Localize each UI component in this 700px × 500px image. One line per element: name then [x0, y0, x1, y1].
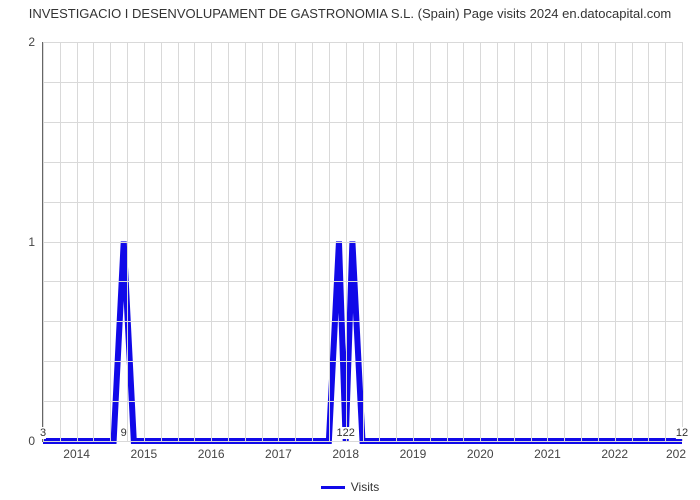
x-tick-label: 2015: [131, 447, 158, 461]
value-label: 122: [336, 427, 354, 439]
gridline-horizontal: [43, 361, 682, 362]
gridline-horizontal: [43, 122, 682, 123]
x-tick-label: 2021: [534, 447, 561, 461]
x-tick-label: 2019: [400, 447, 427, 461]
gridline-horizontal: [43, 202, 682, 203]
value-label: 9: [121, 427, 127, 439]
y-tick-label: 0: [28, 434, 35, 448]
value-label: 3: [40, 427, 46, 439]
chart-plot-area: 0122014201520162017201820192020202120222…: [42, 42, 682, 442]
x-tick-label: 2022: [601, 447, 628, 461]
x-tick-label: 2018: [332, 447, 359, 461]
x-tick-label: 2020: [467, 447, 494, 461]
gridline-horizontal: [43, 42, 682, 43]
x-tick-label: 2014: [63, 447, 90, 461]
gridline-horizontal: [43, 321, 682, 322]
gridline-horizontal: [43, 401, 682, 402]
legend-label: Visits: [351, 480, 379, 494]
x-tick-label: 2016: [198, 447, 225, 461]
x-tick-label: 202: [666, 447, 686, 461]
legend-swatch: [321, 486, 345, 489]
chart-title: INVESTIGACIO I DESENVOLUPAMENT DE GASTRO…: [0, 0, 700, 25]
gridline-horizontal: [43, 82, 682, 83]
x-tick-label: 2017: [265, 447, 292, 461]
plot-box: 0122014201520162017201820192020202120222…: [42, 42, 682, 442]
gridline-vertical: [682, 42, 683, 441]
gridline-horizontal: [43, 162, 682, 163]
gridline-horizontal: [43, 281, 682, 282]
gridline-horizontal: [43, 441, 682, 442]
y-tick-label: 1: [28, 235, 35, 249]
y-tick-label: 2: [28, 35, 35, 49]
gridline-horizontal: [43, 242, 682, 243]
value-label: 12: [676, 427, 688, 439]
legend: Visits: [0, 480, 700, 494]
